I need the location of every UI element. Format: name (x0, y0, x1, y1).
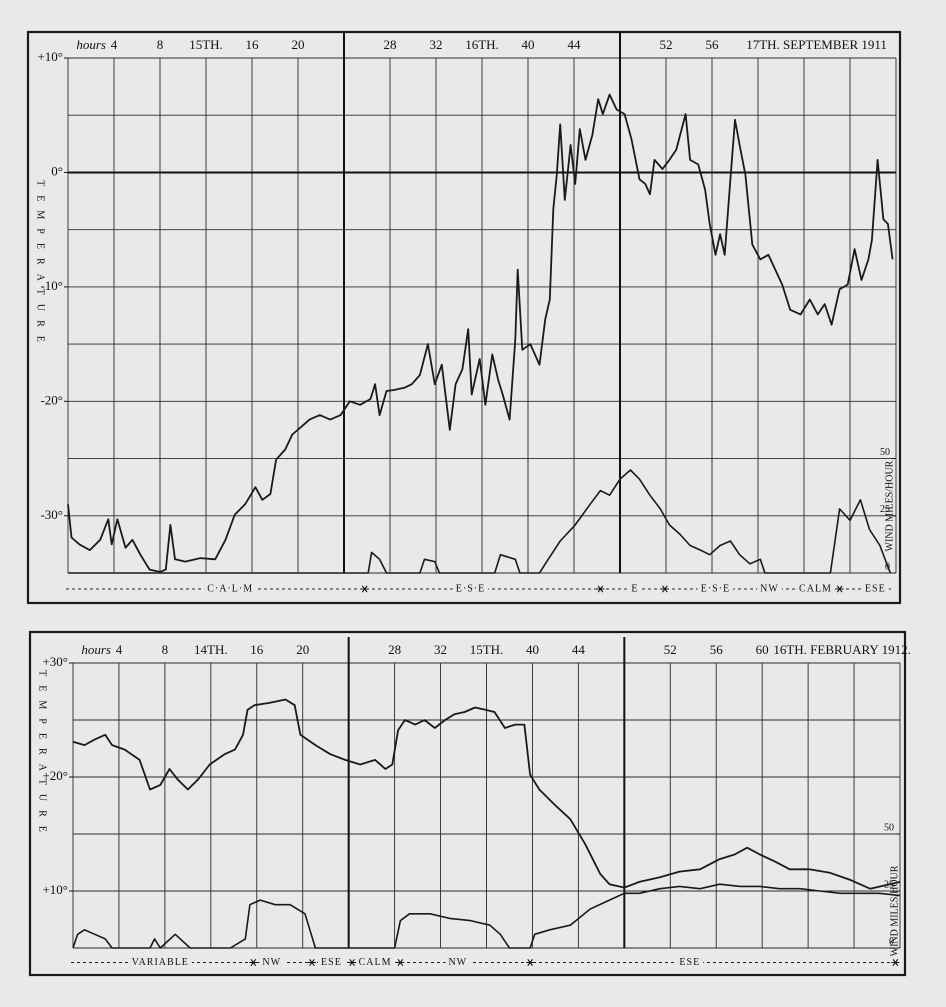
label-backdrop (757, 583, 782, 595)
y2-tick-label: 25 (880, 504, 890, 515)
wind-direction-label: CALM (799, 583, 832, 594)
x-tick-label: 56 (710, 642, 724, 657)
label-backdrop (861, 583, 889, 595)
y-axis-label: TEMPERATURE (37, 670, 48, 841)
y-tick-label: +20° (42, 768, 68, 783)
y-tick-label: -30° (40, 507, 63, 522)
label-backdrop (259, 956, 285, 968)
wind-direction-label: ESE (321, 957, 342, 968)
wind-change-marker (835, 585, 844, 593)
y-tick-label: +10° (42, 882, 68, 897)
y-tick-label: 0° (51, 163, 63, 178)
x-axis-label: hours (81, 642, 111, 657)
x-tick-label: 44 (568, 37, 582, 52)
chart-frame (26, 30, 902, 605)
x-tick-label: 20 (292, 37, 305, 52)
temperature-line (67, 93, 894, 573)
x-tick-label: 60 (756, 642, 769, 657)
x-tick-label: 8 (157, 37, 164, 52)
wind-direction-label: NW (448, 957, 467, 968)
wind-direction-label: E·S·E (456, 583, 485, 594)
y2-tick-label: 0 (889, 936, 894, 947)
x-tick-label: 17TH. SEPTEMBER 1911 (746, 37, 887, 52)
x-tick-label: 28 (384, 37, 397, 52)
label-backdrop (128, 956, 192, 968)
x-tick-label: 16TH. (465, 37, 499, 52)
temperature-line (72, 698, 901, 890)
wind-change-marker (360, 585, 369, 593)
y2-tick-label: 50 (880, 447, 890, 458)
x-tick-label: 16TH. FEBRUARY 1912. (773, 642, 910, 657)
wind-change-marker (348, 958, 357, 967)
wind-direction-label: ESE (865, 583, 886, 594)
x-tick-label: 14TH. (194, 642, 228, 657)
x-tick-label: 8 (162, 642, 169, 657)
wind-change-marker (596, 585, 605, 593)
x-tick-label: 28 (388, 642, 401, 657)
x-tick-label: 20 (296, 642, 309, 657)
x-tick-label: 16 (250, 642, 264, 657)
wind-change-marker (660, 585, 669, 593)
wind-change-marker (249, 958, 258, 967)
label-backdrop (445, 956, 471, 968)
x-tick-label: 15TH. (189, 37, 223, 52)
wind-direction-label: NW (760, 583, 779, 594)
label-backdrop (676, 956, 704, 968)
x-tick-label: 40 (522, 37, 535, 52)
wind-change-marker (526, 958, 535, 967)
wind-direction-label: C·A·L·M (207, 583, 253, 594)
x-tick-label: 56 (706, 37, 720, 52)
wind-direction-label: E (631, 583, 638, 594)
label-backdrop (204, 583, 257, 595)
wind-direction-label: CALM (359, 957, 392, 968)
x-tick-label: 32 (430, 37, 443, 52)
x-tick-label: 16 (246, 37, 260, 52)
y2-axis-label: WIND MILES/HOUR (889, 865, 900, 956)
y2-axis-label: WIND MILES/HOUR (884, 460, 895, 551)
x-tick-label: 32 (434, 642, 447, 657)
label-backdrop (697, 583, 734, 595)
label-backdrop (628, 583, 642, 595)
y-tick-label: -10° (40, 278, 63, 293)
label-backdrop (452, 583, 489, 595)
wind-line (68, 469, 892, 574)
x-tick-label: 4 (116, 642, 123, 657)
y2-tick-label: 50 (884, 822, 894, 833)
x-axis-label: hours (76, 37, 106, 52)
y-tick-label: +10° (37, 49, 63, 64)
x-tick-label: 40 (526, 642, 539, 657)
wind-direction-label: NW (262, 957, 281, 968)
label-backdrop (796, 583, 835, 595)
x-tick-label: 4 (111, 37, 118, 52)
y-tick-label: -20° (40, 392, 63, 407)
wind-change-marker (307, 958, 316, 967)
label-backdrop (355, 956, 395, 968)
wind-direction-label: E·S·E (701, 583, 730, 594)
chart-frame (28, 630, 907, 977)
wind-line (72, 883, 901, 949)
y-tick-label: +30° (42, 654, 68, 669)
x-tick-label: 15TH. (470, 642, 504, 657)
label-backdrop (318, 956, 345, 968)
y-axis-label: TEMPERATURE (35, 180, 46, 351)
x-tick-label: 52 (660, 37, 673, 52)
wind-direction-label: VARIABLE (132, 957, 189, 968)
wind-direction-label: ESE (679, 957, 700, 968)
wind-change-marker (891, 958, 900, 967)
x-tick-label: 44 (572, 642, 586, 657)
wind-change-marker (396, 958, 405, 967)
x-tick-label: 52 (664, 642, 677, 657)
